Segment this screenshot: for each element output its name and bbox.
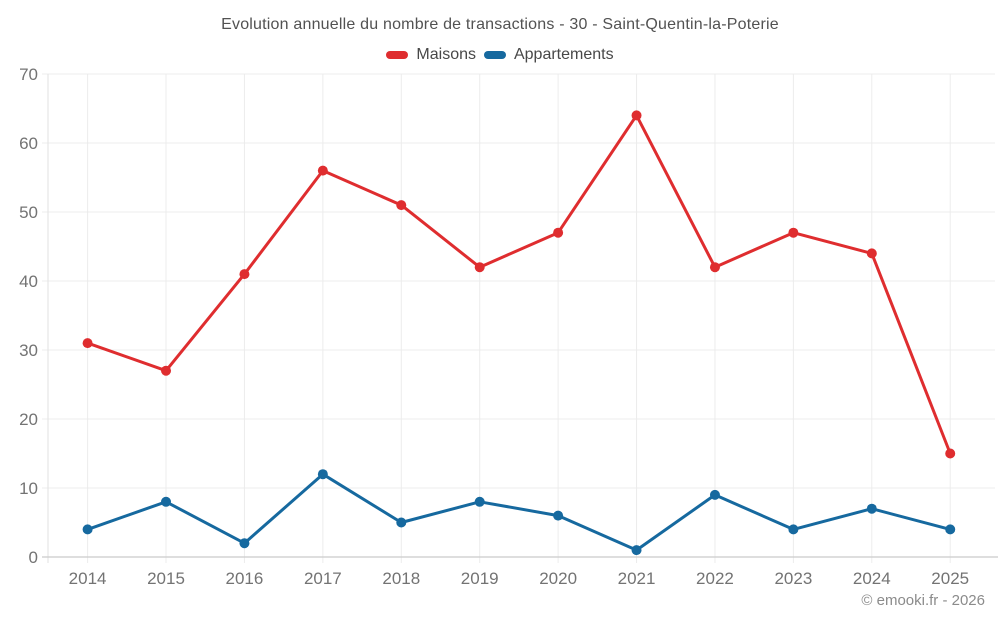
appartements-legend-swatch-icon bbox=[483, 51, 506, 59]
svg-text:2015: 2015 bbox=[147, 569, 185, 588]
svg-text:50: 50 bbox=[19, 203, 38, 222]
svg-text:2017: 2017 bbox=[304, 569, 342, 588]
svg-text:2018: 2018 bbox=[382, 569, 420, 588]
svg-text:2020: 2020 bbox=[539, 569, 577, 588]
svg-text:40: 40 bbox=[19, 272, 38, 291]
svg-text:2024: 2024 bbox=[853, 569, 891, 588]
svg-text:2014: 2014 bbox=[69, 569, 107, 588]
svg-text:20: 20 bbox=[19, 410, 38, 429]
maisons-legend-swatch-icon bbox=[386, 51, 409, 59]
copyright-text: © emooki.fr - 2026 bbox=[861, 592, 985, 609]
svg-text:2025: 2025 bbox=[931, 569, 969, 588]
svg-text:60: 60 bbox=[19, 134, 38, 153]
legend-item-maisons[interactable]: Maisons bbox=[386, 46, 476, 64]
svg-text:2019: 2019 bbox=[461, 569, 499, 588]
legend-item-appartements[interactable]: Appartements bbox=[483, 46, 614, 64]
svg-text:10: 10 bbox=[19, 479, 38, 498]
chart-title: Evolution annuelle du nombre de transact… bbox=[221, 16, 779, 33]
svg-text:2022: 2022 bbox=[696, 569, 734, 588]
svg-text:0: 0 bbox=[29, 548, 38, 567]
svg-text:2016: 2016 bbox=[226, 569, 264, 588]
chart-legend: Maisons Appartements bbox=[0, 46, 1000, 64]
legend-label-maisons: Maisons bbox=[416, 46, 476, 63]
svg-text:2021: 2021 bbox=[618, 569, 656, 588]
svg-text:2023: 2023 bbox=[774, 569, 812, 588]
svg-text:30: 30 bbox=[19, 341, 38, 360]
legend-label-appartements: Appartements bbox=[513, 46, 614, 63]
svg-text:70: 70 bbox=[19, 65, 38, 84]
